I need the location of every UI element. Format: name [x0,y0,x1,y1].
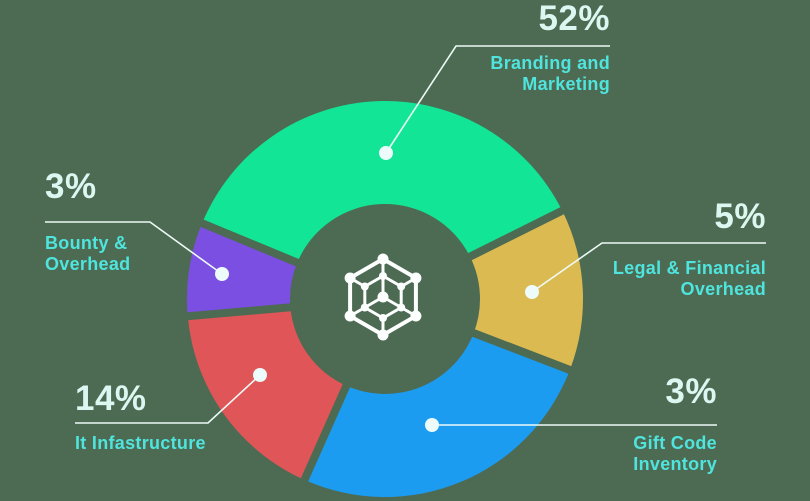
callout-leader-line [45,221,223,275]
network-cube-icon [360,303,369,312]
pie-segment-it-infastructure [187,307,347,480]
network-cube-icon [360,282,369,291]
segment-separator [195,217,318,274]
network-cube-icon [410,272,422,284]
callout-leader-line [75,374,261,424]
callout-dot [215,267,229,281]
network-cube-icon [377,253,389,265]
network-cube-icon [397,303,406,312]
network-cube-icon [344,310,356,322]
segment-separator [298,365,359,487]
network-cube-icon [410,310,422,322]
network-cube-icon [344,272,356,284]
segment-separator [453,322,576,376]
network-cube-icon [397,282,406,291]
segment-separator [182,301,311,321]
network-cube-icon [377,291,389,303]
callout-dot [525,285,539,299]
pie-segment-branding-and-marketing [202,101,563,263]
callout-dot [253,368,267,382]
callout-leader-line [385,45,610,154]
pie-segment-gift-code-inventory [304,333,570,497]
segment-separator [450,204,569,270]
network-cube-icon [379,272,387,280]
callout-dot [379,146,393,160]
network-cube-icon [377,329,389,341]
callout-dot [425,418,439,432]
pie-segment-bounty-overhead [187,223,298,317]
callout-leader-line [531,242,766,293]
network-cube-icon [379,314,387,322]
